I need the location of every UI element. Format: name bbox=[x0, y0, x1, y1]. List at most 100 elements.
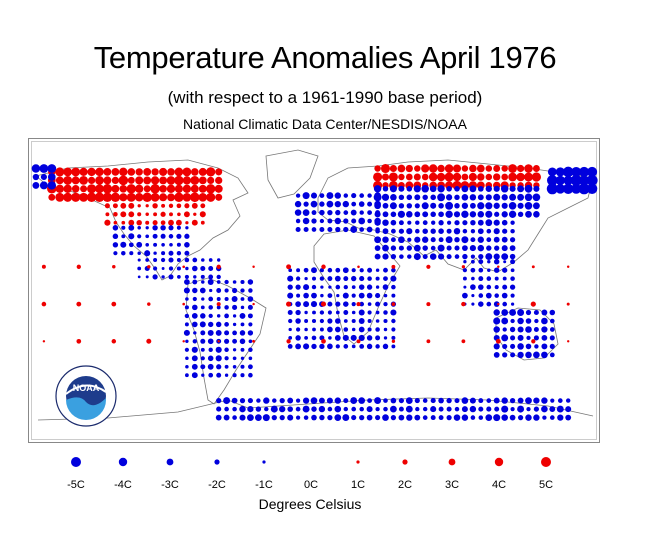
anomaly-dot bbox=[232, 406, 237, 412]
anomaly-dot bbox=[531, 265, 535, 269]
anomaly-dot bbox=[287, 414, 294, 421]
anomaly-dot bbox=[390, 397, 397, 404]
anomaly-dot bbox=[311, 210, 317, 216]
anomaly-dot bbox=[224, 322, 229, 327]
anomaly-dot bbox=[41, 301, 47, 307]
anomaly-dot bbox=[502, 267, 508, 273]
anomaly-dot bbox=[501, 236, 508, 243]
anomaly-dot bbox=[366, 284, 373, 290]
anomaly-dot bbox=[343, 301, 349, 307]
anomaly-dot bbox=[567, 340, 570, 343]
anomaly-dot bbox=[215, 193, 223, 201]
anomaly-dot bbox=[426, 264, 431, 269]
anomaly-dot bbox=[120, 241, 127, 248]
anomaly-dot bbox=[430, 202, 437, 209]
anomaly-dot bbox=[429, 253, 437, 260]
anomaly-dot bbox=[47, 173, 56, 181]
anomaly-dot bbox=[375, 319, 380, 323]
anomaly-dot bbox=[422, 228, 428, 234]
anomaly-dot bbox=[366, 292, 373, 299]
anomaly-dot bbox=[508, 210, 517, 218]
anomaly-dot bbox=[208, 313, 213, 319]
anomaly-dot bbox=[510, 407, 515, 412]
anomaly-dot bbox=[517, 351, 524, 359]
map-title: Temperature Anomalies April 1976 bbox=[93, 40, 557, 75]
anomaly-dot bbox=[501, 211, 508, 218]
anomaly-dot bbox=[76, 338, 82, 344]
anomaly-dot bbox=[494, 267, 500, 273]
anomaly-dot bbox=[287, 284, 293, 290]
anomaly-dot bbox=[509, 245, 516, 251]
anomaly-dot bbox=[358, 217, 366, 225]
anomaly-dot bbox=[366, 406, 373, 413]
anomaly-dot bbox=[342, 200, 349, 208]
anomaly-dot bbox=[470, 267, 476, 273]
anomaly-dot bbox=[350, 226, 358, 233]
anomaly-dot bbox=[477, 194, 484, 201]
anomaly-dot bbox=[390, 237, 396, 243]
anomaly-dot bbox=[461, 185, 469, 193]
anomaly-dot bbox=[421, 173, 429, 181]
anomaly-dot bbox=[383, 310, 388, 315]
anomaly-dot bbox=[127, 176, 135, 184]
anomaly-dot bbox=[63, 192, 73, 202]
anomaly-dot bbox=[391, 264, 396, 269]
anomaly-dot bbox=[382, 186, 389, 192]
anomaly-dot bbox=[240, 364, 245, 369]
anomaly-dot bbox=[343, 193, 349, 198]
anomaly-dot bbox=[436, 172, 446, 182]
anomaly-dot bbox=[334, 397, 341, 404]
anomaly-dot bbox=[137, 234, 142, 239]
anomaly-dot bbox=[182, 176, 192, 185]
anomaly-dot bbox=[485, 210, 493, 218]
anomaly-dot bbox=[382, 228, 389, 235]
anomaly-dot bbox=[549, 415, 555, 420]
anomaly-dot bbox=[200, 220, 205, 225]
greenland-outline bbox=[265, 149, 319, 199]
anomaly-dot bbox=[86, 192, 97, 203]
anomaly-dot bbox=[452, 164, 462, 173]
anomaly-dot bbox=[40, 173, 47, 181]
anomaly-dot bbox=[375, 285, 380, 289]
anomaly-dot bbox=[485, 253, 493, 261]
anomaly-dot bbox=[327, 343, 333, 350]
anomaly-dot bbox=[501, 292, 508, 299]
anomaly-dot bbox=[185, 339, 189, 343]
anomaly-dot bbox=[534, 344, 539, 349]
anomaly-dot bbox=[152, 274, 158, 280]
legend-label: -4C bbox=[114, 479, 132, 491]
anomaly-dot bbox=[216, 302, 221, 307]
anomaly-dot bbox=[501, 253, 509, 261]
anomaly-dot bbox=[207, 338, 214, 345]
anomaly-dot bbox=[562, 166, 574, 178]
anomaly-dot bbox=[39, 164, 49, 173]
anomaly-dot bbox=[198, 193, 208, 202]
anomaly-dot bbox=[318, 405, 326, 413]
anomaly-dot bbox=[359, 344, 365, 349]
anomaly-dot bbox=[356, 302, 361, 307]
anomaly-dot bbox=[566, 302, 570, 306]
anomaly-dot bbox=[200, 338, 206, 344]
anomaly-dot bbox=[183, 287, 190, 294]
anomaly-dot bbox=[208, 321, 214, 328]
anomaly-dot bbox=[296, 293, 301, 298]
anomaly-dot bbox=[255, 406, 262, 412]
anomaly-dot bbox=[252, 265, 255, 269]
anomaly-dot bbox=[161, 267, 165, 270]
anomaly-dot bbox=[391, 267, 396, 273]
anomaly-dot bbox=[247, 296, 254, 302]
anomaly-dot bbox=[103, 176, 112, 185]
anomaly-dot bbox=[477, 211, 485, 218]
anomaly-dot bbox=[374, 245, 381, 251]
anomaly-dot bbox=[216, 274, 221, 280]
anomaly-dot bbox=[71, 167, 81, 177]
anomaly-dot bbox=[184, 347, 189, 352]
anomaly-dot bbox=[414, 203, 420, 209]
anomaly-dot bbox=[182, 184, 192, 193]
legend-label: 5C bbox=[539, 479, 553, 491]
anomaly-dot bbox=[533, 185, 540, 192]
anomaly-dot bbox=[471, 259, 475, 264]
anomaly-dot bbox=[501, 165, 508, 172]
anomaly-dot bbox=[217, 258, 221, 262]
anomaly-dot bbox=[383, 293, 388, 298]
